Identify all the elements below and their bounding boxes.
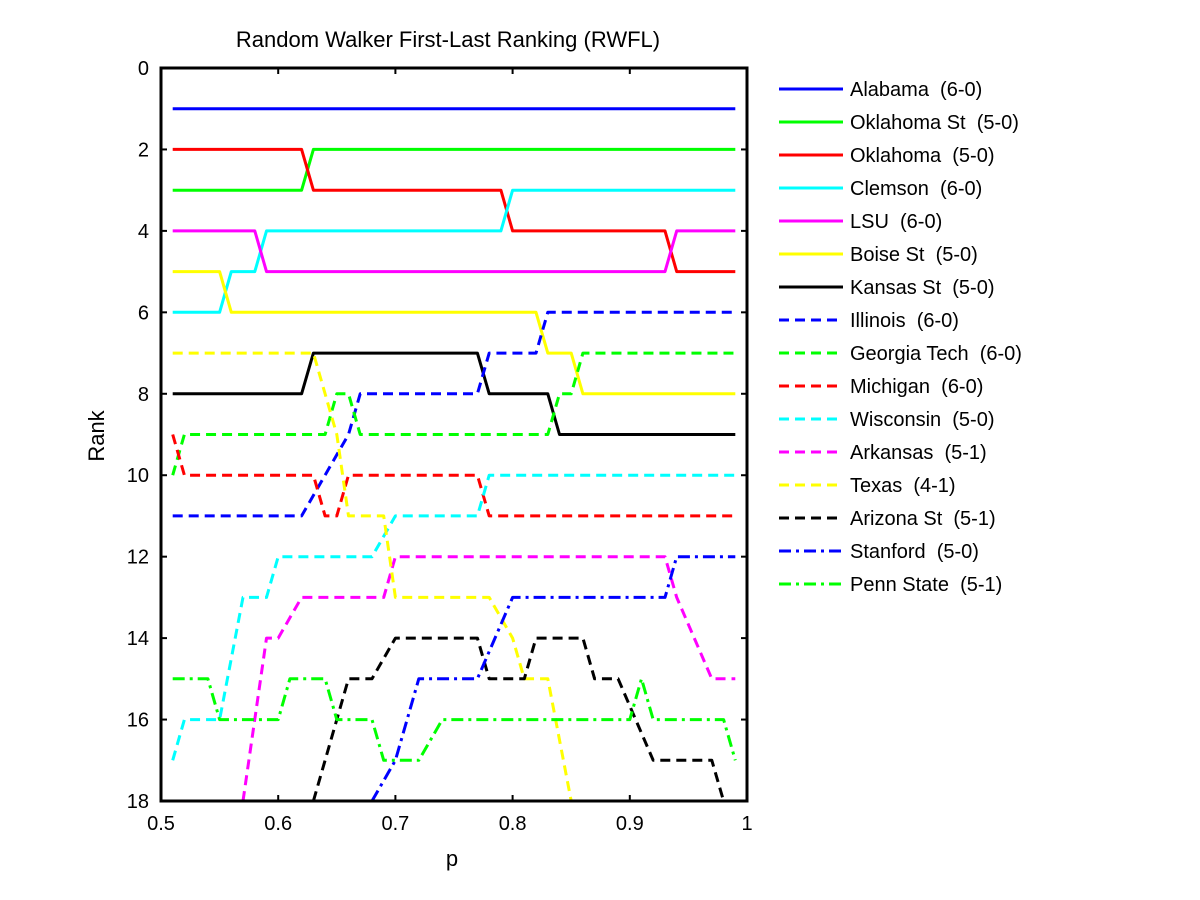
- legend-label-georgia-tech: Georgia Tech (6-0): [850, 343, 1022, 365]
- series-line-lsu: [172, 229, 736, 274]
- x-tick-label: 0.9: [616, 813, 644, 835]
- series-line-stanford: [370, 555, 736, 801]
- plot-frame: [159, 66, 749, 803]
- series-line-wisconsin: [171, 473, 736, 761]
- series-line-penn-state: [172, 677, 737, 762]
- legend-label-texas: Texas (4-1): [850, 475, 956, 497]
- chart-title: Random Walker First-Last Ranking (RWFL): [236, 27, 660, 52]
- legend-label-kansas-st: Kansas St (5-0): [850, 277, 995, 299]
- legend-label-oklahoma-st: Oklahoma St (5-0): [850, 112, 1019, 134]
- x-tick-label: 0.6: [264, 813, 292, 835]
- y-tick-label: 14: [127, 628, 149, 650]
- legend-label-lsu: LSU (6-0): [850, 211, 942, 233]
- legend-label-wisconsin: Wisconsin (5-0): [850, 409, 994, 431]
- series-line-clemson: [172, 188, 736, 314]
- y-tick-label: 2: [138, 139, 149, 161]
- x-axis-label: p: [446, 846, 458, 871]
- series-line-oklahoma: [172, 147, 736, 274]
- y-tick-label: 0: [138, 58, 149, 80]
- legend-label-alabama: Alabama (6-0): [850, 79, 982, 101]
- y-axis-label: Rank: [84, 409, 109, 461]
- y-tick-label: 6: [138, 302, 149, 324]
- legend-label-boise-st: Boise St (5-0): [850, 244, 978, 266]
- series-line-texas: [172, 351, 573, 801]
- legend-label-michigan: Michigan (6-0): [850, 376, 983, 398]
- y-tick-label: 8: [138, 384, 149, 406]
- legend-label-oklahoma: Oklahoma (5-0): [850, 145, 995, 167]
- series-line-michigan: [171, 434, 736, 518]
- legend-label-stanford: Stanford (5-0): [850, 541, 979, 563]
- y-tick-label: 18: [127, 791, 149, 813]
- series-line-georgia-tech: [171, 351, 736, 476]
- x-tick-label: 1: [741, 813, 752, 835]
- legend: Alabama (6-0) Oklahoma St (5-0) Oklahoma (…: [779, 79, 1022, 596]
- x-tick-label: 0.7: [381, 813, 409, 835]
- legend-label-penn-state: Penn State (5-1): [850, 574, 1002, 596]
- series-line-arizona-st: [311, 636, 726, 801]
- y-tick-label: 16: [127, 710, 149, 732]
- series-line-arkansas: [241, 555, 736, 801]
- series-line-boise-st: [172, 270, 736, 396]
- y-tick-label: 10: [127, 465, 149, 487]
- series-layer: [171, 107, 737, 801]
- legend-label-arizona-st: Arizona St (5-1): [850, 508, 996, 530]
- y-tick-label: 4: [138, 221, 149, 243]
- legend-label-clemson: Clemson (6-0): [850, 178, 982, 200]
- series-line-oklahoma-st: [172, 147, 736, 192]
- series-line-illinois: [172, 310, 736, 518]
- legend-label-illinois: Illinois (6-0): [850, 310, 959, 332]
- legend-label-arkansas: Arkansas (5-1): [850, 442, 987, 464]
- x-tick-label: 0.8: [499, 813, 527, 835]
- x-tick-label: 0.5: [147, 813, 175, 835]
- y-tick-label: 12: [127, 547, 149, 569]
